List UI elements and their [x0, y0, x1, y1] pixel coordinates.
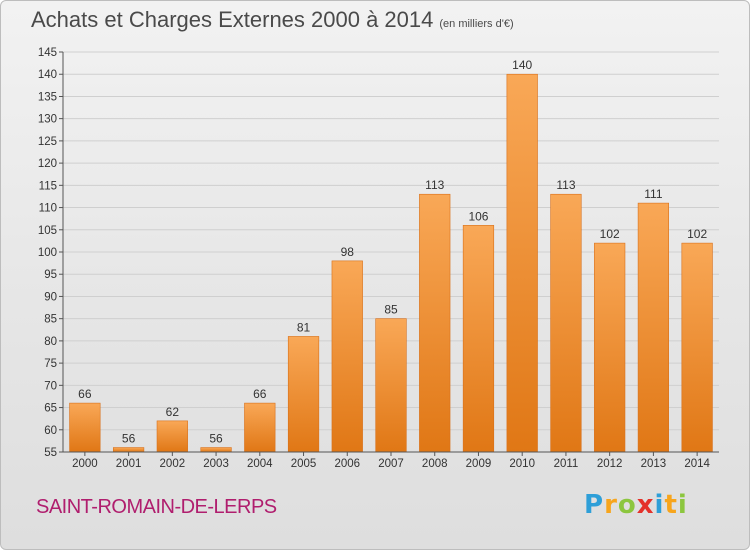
- bar-2004: [244, 402, 276, 453]
- bars: 66 56 62 56 66 81 98 85 113 106 140 113 102 111 102: [69, 58, 713, 453]
- x-tick-label-2013: 2013: [641, 458, 667, 470]
- commune-name: SAINT-ROMAIN-DE-LERPS: [36, 496, 277, 518]
- data-label-2010: 140: [512, 58, 532, 72]
- y-tick-label: 100: [38, 247, 57, 259]
- data-label-2002: 62: [166, 405, 180, 419]
- bar-2010: [506, 73, 538, 453]
- x-tick-label-2002: 2002: [160, 458, 186, 470]
- proxiti-logo: Proxiti: [584, 489, 688, 520]
- y-tick-label: 65: [44, 403, 57, 415]
- bar-2002: [156, 420, 188, 453]
- logo-letter: P: [584, 490, 605, 520]
- data-label-2003: 56: [209, 432, 223, 446]
- data-label-2014: 102: [687, 227, 707, 241]
- logo-letter: r: [604, 490, 618, 520]
- data-label-2005: 81: [297, 320, 311, 334]
- bar-2008: [419, 193, 451, 453]
- logo-letter: i: [677, 490, 688, 520]
- bar-2003: [200, 447, 232, 453]
- y-tick-label: 75: [44, 358, 57, 370]
- data-label-2006: 98: [341, 245, 355, 259]
- x-tick-label-2008: 2008: [422, 458, 448, 470]
- chart-title: Achats et Charges Externes 2000 à 2014 (e…: [31, 7, 514, 33]
- bar-2014: [681, 242, 713, 453]
- bar-2011: [550, 193, 582, 453]
- logo-letter: o: [617, 490, 637, 520]
- logo-letter: x: [636, 490, 655, 520]
- data-label-2001: 56: [122, 432, 136, 446]
- x-tick-label-2005: 2005: [291, 458, 317, 470]
- x-tick-label-2006: 2006: [334, 458, 360, 470]
- chart-title-text: Achats et Charges Externes 2000 à 2014: [31, 7, 434, 32]
- y-tick-label: 110: [39, 203, 57, 215]
- x-axis: 2000 2001 2002 2003 2004 2005 2006 2007 2008 2009…: [63, 451, 719, 470]
- data-label-2004: 66: [253, 387, 267, 401]
- x-tick-label-2001: 2001: [116, 458, 142, 470]
- logo-letter: t: [664, 490, 678, 520]
- y-tick-label: 95: [44, 269, 57, 281]
- logo-letter: i: [654, 490, 665, 520]
- data-label-2007: 85: [384, 303, 398, 317]
- x-tick-label-2010: 2010: [509, 458, 535, 470]
- y-tick-label: 135: [38, 91, 57, 103]
- bar-2012: [594, 242, 626, 453]
- bar-2005: [287, 336, 320, 453]
- y-tick-label: 120: [38, 158, 57, 170]
- data-label-2011: 113: [556, 178, 575, 192]
- data-label-2000: 66: [78, 387, 92, 401]
- bar-2013: [637, 202, 670, 453]
- x-tick-label-2003: 2003: [203, 458, 229, 470]
- chart-subtitle: (en milliers d'€): [439, 18, 514, 30]
- x-tick-label-2007: 2007: [378, 458, 404, 470]
- x-tick-label-2004: 2004: [247, 458, 273, 470]
- y-tick-label: 80: [44, 336, 57, 348]
- data-label-2013: 111: [644, 187, 663, 201]
- data-label-2012: 102: [600, 227, 620, 241]
- bar-2007: [375, 318, 407, 453]
- y-tick-label: 140: [38, 69, 57, 81]
- y-tick-label: 60: [44, 425, 57, 437]
- y-tick-label: 125: [38, 136, 57, 148]
- bar-2006: [331, 260, 363, 453]
- y-tick-label: 115: [39, 180, 57, 192]
- bar-2001: [112, 447, 145, 453]
- y-tick-label: 90: [44, 291, 57, 303]
- y-tick-label: 130: [38, 114, 57, 126]
- x-tick-label-2009: 2009: [466, 458, 492, 470]
- y-tick-label: 70: [44, 380, 57, 392]
- y-tick-label: 145: [38, 47, 57, 59]
- y-tick-label: 85: [44, 314, 57, 326]
- y-tick-label: 55: [44, 447, 57, 459]
- x-tick-label-2011: 2011: [554, 458, 579, 470]
- data-label-2009: 106: [468, 209, 488, 223]
- x-tick-label-2000: 2000: [72, 458, 98, 470]
- y-tick-label: 105: [38, 225, 57, 237]
- x-tick-label-2014: 2014: [684, 458, 710, 470]
- data-label-2008: 113: [425, 178, 444, 192]
- y-axis: 55 60 65 70 75 80 85 90 95 100 105 110 115 120 125 130 1…: [38, 47, 64, 459]
- x-tick-label-2012: 2012: [597, 458, 623, 470]
- bar-2000: [69, 402, 101, 453]
- bar-2009: [462, 225, 495, 453]
